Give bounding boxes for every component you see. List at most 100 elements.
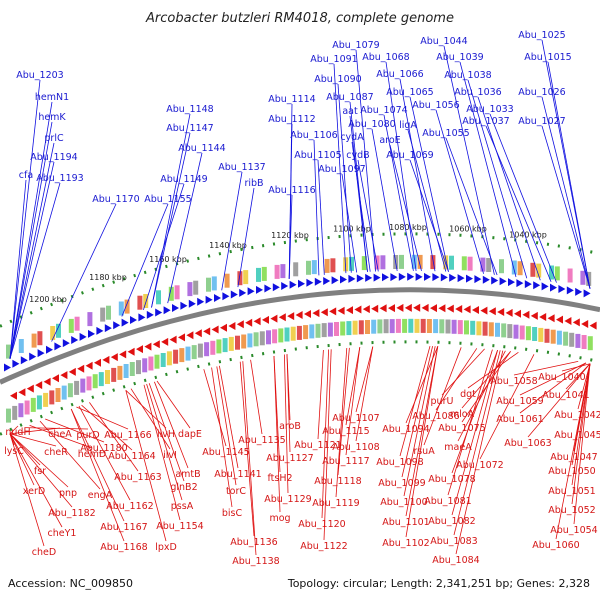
feature-block bbox=[380, 255, 386, 270]
reverse-gene-leader bbox=[219, 365, 239, 469]
reverse-gene-label: cheA bbox=[48, 429, 72, 440]
reverse-gene-leader bbox=[573, 363, 591, 525]
reverse-gene-leader bbox=[467, 351, 519, 389]
reverse-gene-leader bbox=[250, 359, 263, 435]
forward-gene-leader bbox=[341, 173, 358, 273]
feature-block bbox=[296, 325, 302, 340]
forward-gene-leader bbox=[351, 141, 371, 272]
reverse-gene-leader bbox=[571, 363, 591, 486]
reverse-gene-label: Abu_1136 bbox=[230, 537, 277, 548]
reverse-gene-arrow bbox=[119, 350, 127, 359]
reverse-gene-leader bbox=[9, 433, 45, 547]
feature-block bbox=[235, 335, 240, 350]
feature-block bbox=[408, 318, 414, 333]
reverse-gene-label: glnB2 bbox=[170, 482, 197, 493]
forward-gene-leader bbox=[355, 49, 376, 272]
forward-gene-arrow bbox=[314, 277, 322, 286]
feature-block bbox=[525, 326, 531, 341]
feature-block bbox=[587, 336, 593, 351]
reverse-gene-label: Abu_1061 bbox=[496, 414, 543, 425]
reverse-gene-label: Abu_1119 bbox=[312, 498, 359, 509]
feature-block bbox=[173, 349, 179, 364]
forward-gene-arrow bbox=[306, 278, 314, 287]
forward-gene-arrow bbox=[365, 273, 373, 282]
reverse-gene-label: aroB bbox=[279, 421, 301, 432]
reverse-gene-arrow bbox=[581, 320, 589, 328]
reverse-gene-label: torC bbox=[226, 486, 246, 497]
forward-gene-label: Abu_1065 bbox=[386, 87, 433, 98]
feature-block bbox=[6, 344, 11, 359]
forward-gene-leader bbox=[443, 45, 495, 275]
reverse-gene-arrow bbox=[262, 315, 269, 324]
reverse-gene-leader bbox=[78, 405, 131, 501]
forward-gene-label: Abu_1194 bbox=[30, 152, 77, 163]
feature-block bbox=[174, 285, 180, 300]
feature-block bbox=[451, 319, 457, 334]
forward-gene-leader bbox=[435, 109, 484, 274]
feature-block bbox=[142, 358, 148, 373]
forward-gene-arrow bbox=[398, 272, 406, 281]
reverse-gene-leader bbox=[24, 427, 89, 430]
forward-gene-label: Abu_1170 bbox=[92, 194, 139, 205]
feature-block bbox=[187, 282, 193, 297]
reverse-gene-arrow bbox=[312, 309, 320, 318]
feature-block bbox=[556, 330, 562, 345]
reverse-gene-label: Abu_1163 bbox=[114, 472, 161, 483]
feature-block bbox=[37, 331, 43, 346]
reverse-gene-arrow bbox=[404, 303, 412, 312]
reverse-gene-leader bbox=[527, 363, 591, 438]
reverse-gene-label: Abu_1145 bbox=[202, 447, 249, 458]
reverse-gene-label: purU bbox=[431, 396, 454, 407]
reverse-gene-label: Abu_1078 bbox=[428, 474, 475, 485]
reverse-gene-label: Abu_1168 bbox=[100, 542, 147, 553]
reverse-gene-leader bbox=[335, 347, 348, 498]
reverse-gene-label: Abu_1129 bbox=[264, 494, 311, 505]
forward-gene-label: Abu_1203 bbox=[16, 70, 63, 81]
feature-block bbox=[143, 294, 149, 308]
feature-block bbox=[330, 258, 336, 273]
reverse-gene-label: Abu_1101 bbox=[382, 517, 429, 528]
reverse-gene-label: pnp bbox=[59, 488, 77, 499]
reverse-gene-leader bbox=[70, 408, 125, 542]
reverse-gene-label: Abu_1162 bbox=[106, 501, 153, 512]
feature-block bbox=[31, 333, 37, 348]
feature-block bbox=[352, 320, 358, 335]
reverse-gene-leader bbox=[479, 354, 535, 460]
reverse-gene-label: Abu_1040 bbox=[538, 372, 585, 383]
feature-block bbox=[67, 383, 73, 398]
reverse-gene-label: cheR bbox=[44, 447, 68, 458]
feature-block bbox=[399, 254, 404, 269]
forward-gene-arrow bbox=[4, 363, 11, 372]
feature-block bbox=[536, 263, 542, 278]
reverse-gene-leader bbox=[156, 380, 191, 429]
forward-gene-arrow bbox=[575, 287, 583, 296]
forward-gene-arrow bbox=[340, 275, 347, 284]
feature-block bbox=[482, 321, 488, 336]
forward-gene-arrow bbox=[382, 273, 389, 282]
reverse-gene-label: pssA bbox=[171, 501, 194, 512]
reverse-gene-arrow bbox=[337, 306, 345, 315]
reverse-gene-arrow bbox=[421, 303, 429, 312]
forward-gene-label: Abu_1037 bbox=[462, 116, 509, 127]
reverse-gene-arrow bbox=[102, 355, 110, 364]
forward-gene-leader bbox=[121, 203, 169, 317]
feature-block bbox=[513, 324, 519, 339]
reverse-gene-arrow bbox=[463, 305, 471, 314]
reverse-gene-arrow bbox=[85, 361, 93, 370]
reverse-gene-leader bbox=[154, 381, 189, 469]
feature-block bbox=[550, 329, 556, 344]
forward-gene-arrow bbox=[222, 292, 230, 301]
feature-block bbox=[439, 319, 445, 334]
reverse-gene-label: Abu_1086 bbox=[412, 411, 459, 422]
forward-gene-leader bbox=[389, 144, 422, 271]
reverse-gene-arrow bbox=[253, 317, 261, 326]
forward-gene-arrow bbox=[46, 345, 53, 354]
reverse-gene-leader bbox=[125, 390, 167, 542]
feature-block bbox=[374, 255, 380, 270]
reverse-gene-leader bbox=[29, 425, 93, 449]
reverse-gene-arrow bbox=[169, 335, 177, 344]
reverse-gene-leader bbox=[146, 383, 183, 501]
reverse-gene-leader bbox=[9, 427, 61, 435]
